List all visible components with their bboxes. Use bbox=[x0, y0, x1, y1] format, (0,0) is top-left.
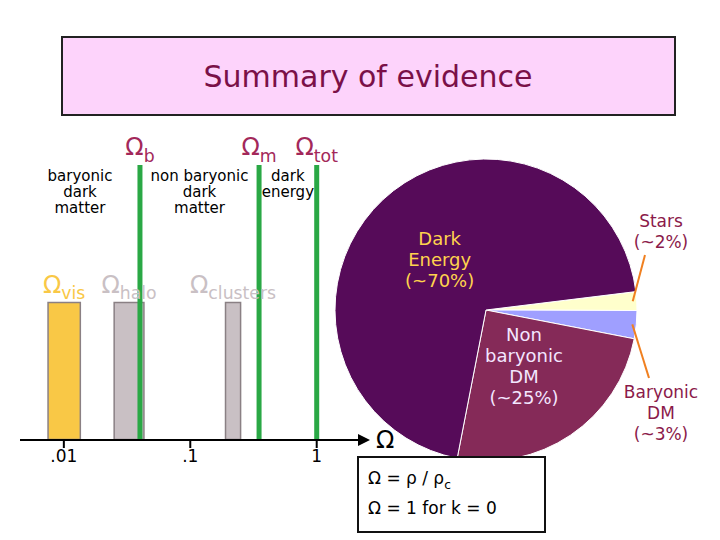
svg-text:Ωm: Ωm bbox=[241, 133, 276, 166]
svg-text:DarkEnergy(~70%): DarkEnergy(~70%) bbox=[405, 228, 474, 291]
svg-text:non baryonicdarkmatter: non baryonicdarkmatter bbox=[151, 167, 249, 217]
svg-text:Ωclusters: Ωclusters bbox=[190, 271, 276, 304]
svg-text:Ωb: Ωb bbox=[125, 133, 154, 166]
svg-text:Ωhalo: Ωhalo bbox=[101, 271, 156, 304]
svg-text:.01: .01 bbox=[50, 446, 77, 466]
svg-text:1: 1 bbox=[311, 446, 322, 466]
svg-text:Ω = ρ / ρc: Ω = ρ / ρc bbox=[368, 468, 451, 492]
svg-text:Ωvis: Ωvis bbox=[43, 271, 85, 304]
svg-text:Summary of evidence: Summary of evidence bbox=[204, 59, 533, 94]
svg-text:darkenergy: darkenergy bbox=[262, 167, 314, 201]
svg-text:Stars(~2%): Stars(~2%) bbox=[634, 211, 688, 252]
svg-text:baryonicdarkmatter: baryonicdarkmatter bbox=[48, 167, 113, 217]
svg-text:.1: .1 bbox=[182, 446, 198, 466]
svg-text:BaryonicDM(~3%): BaryonicDM(~3%) bbox=[624, 382, 698, 444]
svg-text:NonbaryonicDM(~25%): NonbaryonicDM(~25%) bbox=[485, 324, 563, 408]
svg-text:Ωtot: Ωtot bbox=[295, 133, 338, 166]
svg-text:Ω = 1 for k = 0: Ω = 1 for k = 0 bbox=[368, 498, 497, 518]
svg-text:Ω: Ω bbox=[376, 426, 394, 454]
